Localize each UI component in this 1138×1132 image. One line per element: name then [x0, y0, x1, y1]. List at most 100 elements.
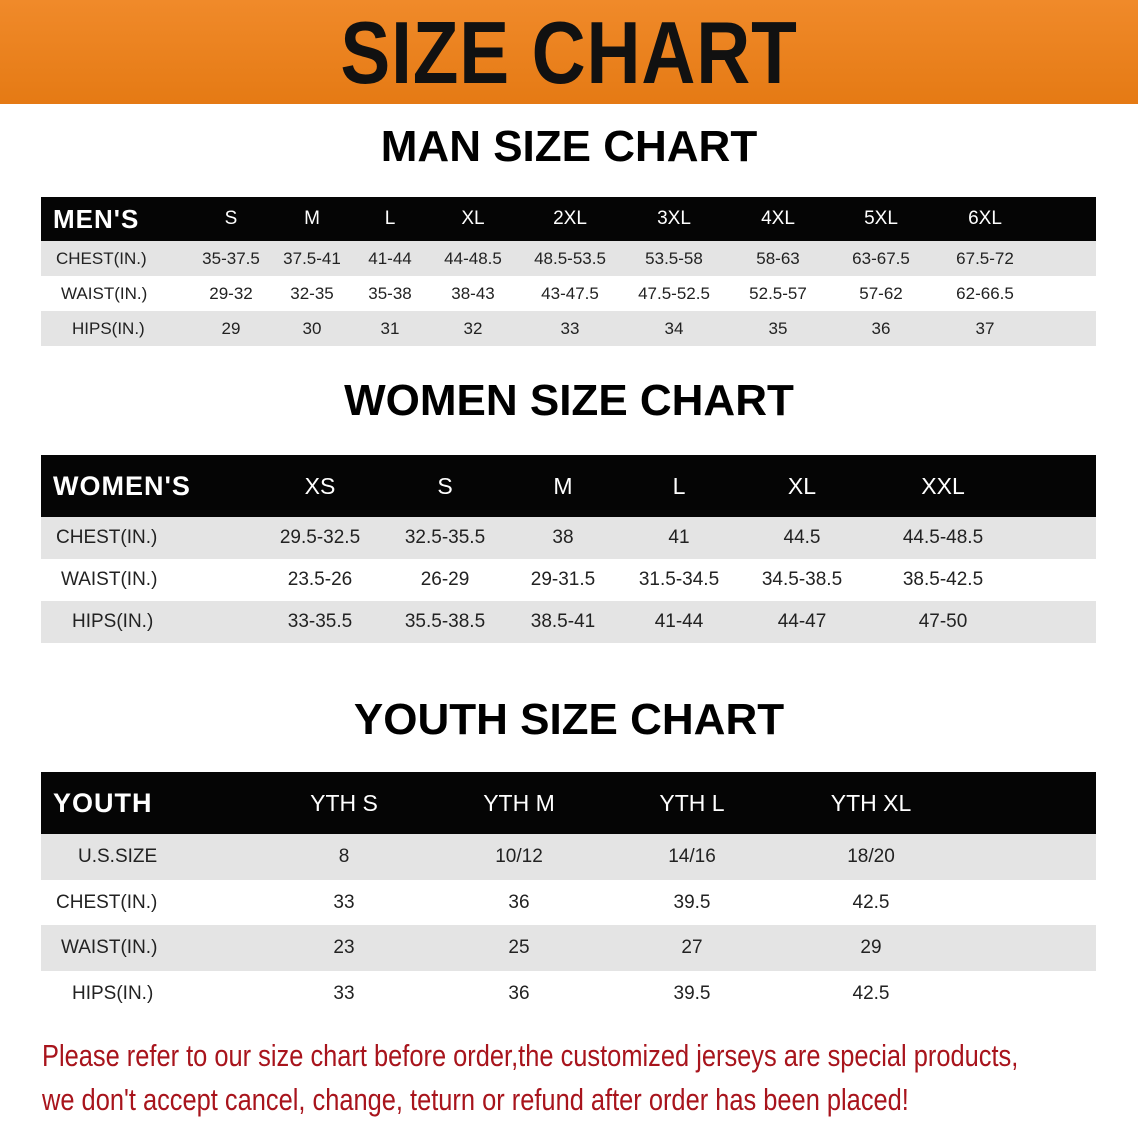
measurement-cell: 47.5-52.5 [638, 284, 710, 303]
measurement-cell: 47-50 [918, 611, 968, 632]
measurement-cell: 44-48.5 [444, 249, 502, 268]
measurement-cell: 29.5-32.5 [279, 527, 361, 548]
size-header-cell: XL [461, 208, 485, 229]
measurement-cell: 29 [221, 319, 241, 338]
measurement-cell: 33-35.5 [287, 611, 353, 632]
table-header-row: MEN'S S M L XL 2XL 3XL 4XL 5XL 6XL [41, 197, 1096, 241]
measurement-cell: 35-37.5 [202, 249, 260, 268]
measurement-cell: 35.5-38.5 [404, 611, 486, 632]
table-row: U.S.SIZE 8 10/12 14/16 18/20 [41, 834, 1096, 880]
measurement-cell: 18/20 [847, 846, 895, 867]
table-row: HIPS(IN.) 29 30 31 32 33 34 35 36 37 [41, 311, 1096, 346]
measurement-cell: 29-31.5 [530, 569, 596, 590]
table-row: HIPS(IN.) 33 36 39.5 42.5 [41, 970, 1096, 1016]
measurement-cell: 44-47 [777, 611, 827, 632]
row-label: HIPS(IN.) [72, 319, 145, 338]
size-header-cell: M [553, 473, 573, 499]
measurement-cell: 36 [508, 982, 530, 1004]
size-header-cell: S [437, 473, 453, 499]
measurement-cell: 31 [380, 319, 400, 338]
measurement-cell: 35-38 [368, 284, 412, 303]
row-label: CHEST(IN.) [56, 249, 147, 268]
measurement-cell: 27 [681, 937, 703, 958]
measurement-cell: 23 [333, 937, 355, 958]
size-header-cell: 3XL [657, 208, 691, 229]
size-header-cell: S [224, 208, 238, 229]
measurement-cell: 53.5-58 [645, 249, 703, 268]
row-label: HIPS(IN.) [72, 982, 154, 1004]
notice-line-2: we don't accept cancel, change, teturn o… [42, 1082, 909, 1117]
measurement-cell: 29-32 [209, 284, 253, 303]
measurement-cell: 33 [333, 982, 355, 1004]
table-row: CHEST(IN.) 35-37.5 37.5-41 41-44 44-48.5 48.5… [41, 241, 1096, 276]
measurement-cell: 8 [338, 846, 350, 867]
men-section-title: MAN SIZE CHART [380, 122, 758, 171]
size-header-cell: L [384, 208, 396, 229]
table-row: WAIST(IN.) 23.5-26 26-29 29-31.5 31.5-34.5 34… [41, 559, 1096, 601]
measurement-cell: 42.5 [852, 891, 890, 913]
measurement-cell: 38.5-41 [530, 611, 596, 632]
size-header-cell: YTH S [310, 790, 378, 816]
measurement-cell: 25 [508, 937, 530, 958]
row-label: CHEST(IN.) [56, 527, 158, 548]
size-header-cell: 5XL [864, 208, 898, 229]
size-header-cell: 6XL [968, 208, 1002, 229]
measurement-cell: 44.5-48.5 [902, 527, 984, 548]
measurement-cell: 37.5-41 [283, 249, 341, 268]
measurement-cell: 38 [552, 527, 574, 548]
size-header-cell: XXL [921, 473, 965, 499]
table-row: HIPS(IN.) 33-35.5 35.5-38.5 38.5-41 41-44 44-… [41, 601, 1096, 643]
measurement-cell: 33 [333, 891, 355, 913]
measurement-cell: 14/16 [668, 846, 716, 867]
size-header-cell: YTH XL [830, 790, 912, 816]
youth-section-title: YOUTH SIZE CHART [353, 695, 785, 744]
table-header-row: YOUTH YTH S YTH M YTH L YTH XL [41, 772, 1096, 834]
measurement-cell: 58-63 [756, 249, 800, 268]
row-label: WAIST(IN.) [61, 569, 158, 590]
measurement-cell: 41-44 [368, 249, 412, 268]
measurement-cell: 57-62 [859, 284, 903, 303]
measurement-cell: 39.5 [673, 891, 711, 913]
size-header-cell: 4XL [761, 208, 795, 229]
measurement-cell: 32-35 [290, 284, 334, 303]
table-row: WAIST(IN.) 23 25 27 29 [41, 925, 1096, 971]
size-header-cell: L [672, 473, 686, 499]
measurement-cell: 34.5-38.5 [761, 569, 843, 590]
measurement-cell: 38.5-42.5 [902, 569, 984, 590]
measurement-cell: 63-67.5 [852, 249, 910, 268]
size-header-cell: M [304, 208, 320, 229]
row-label: WAIST(IN.) [61, 937, 158, 958]
measurement-cell: 41-44 [654, 611, 704, 632]
table-row: CHEST(IN.) 33 36 39.5 42.5 [41, 879, 1096, 925]
size-header-cell: YTH M [483, 790, 555, 816]
measurement-cell: 34 [664, 319, 684, 338]
measurement-cell: 48.5-53.5 [534, 249, 606, 268]
measurement-cell: 10/12 [495, 846, 543, 867]
measurement-cell: 23.5-26 [287, 569, 353, 590]
measurement-cell: 32 [463, 319, 483, 338]
women-section-title: WOMEN SIZE CHART [344, 376, 794, 425]
measurement-cell: 31.5-34.5 [638, 569, 720, 590]
measurement-cell: 62-66.5 [956, 284, 1014, 303]
measurement-cell: 42.5 [852, 982, 890, 1004]
measurement-cell: 36 [871, 319, 891, 338]
size-header-cell: XS [304, 473, 336, 499]
table-row: WAIST(IN.) 29-32 32-35 35-38 38-43 43-47.5 47.… [41, 276, 1096, 311]
row-label: WAIST(IN.) [61, 284, 148, 303]
measurement-cell: 36 [508, 891, 530, 913]
measurement-cell: 29 [860, 937, 882, 958]
table-title-cell: WOMEN'S [53, 471, 191, 501]
measurement-cell: 39.5 [673, 982, 711, 1004]
notice-line-1: Please refer to our size chart before or… [42, 1038, 1019, 1073]
measurement-cell: 38-43 [451, 284, 495, 303]
measurement-cell: 43-47.5 [541, 284, 599, 303]
measurement-cell: 41 [668, 527, 690, 548]
row-label: HIPS(IN.) [72, 611, 154, 632]
table-header-row: WOMEN'S XS S M L XL XXL [41, 455, 1096, 517]
row-label: U.S.SIZE [78, 846, 158, 867]
measurement-cell: 37 [975, 319, 995, 338]
size-header-cell: XL [787, 473, 817, 499]
measurement-cell: 26-29 [420, 569, 470, 590]
size-header-cell: YTH L [659, 790, 725, 816]
measurement-cell: 30 [302, 319, 322, 338]
